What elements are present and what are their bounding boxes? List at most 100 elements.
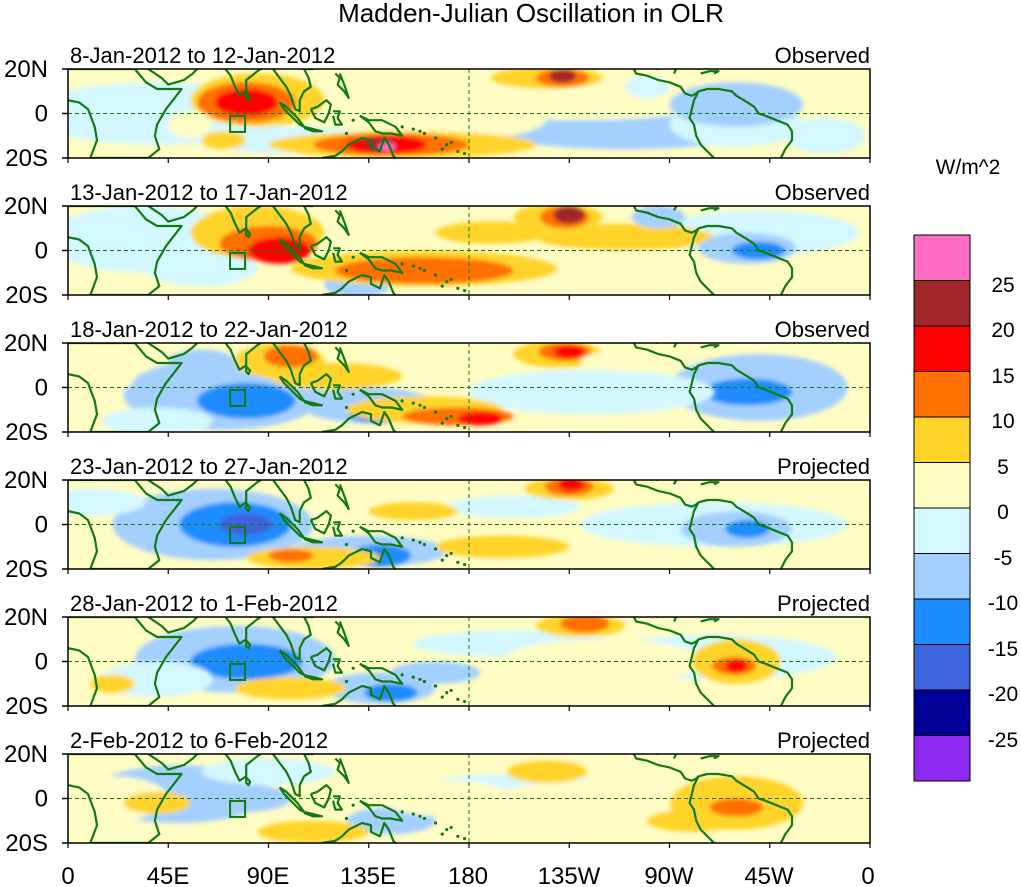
island	[411, 675, 415, 679]
coastline	[219, 617, 263, 645]
coastline	[272, 206, 314, 250]
anomaly-blob	[669, 82, 804, 127]
island	[433, 821, 438, 825]
island	[449, 277, 453, 282]
island	[462, 151, 467, 156]
coastline	[272, 69, 314, 113]
anomaly-blob	[368, 502, 458, 521]
colorbar-label-m5: -5	[994, 547, 1013, 570]
coastline	[632, 754, 700, 782]
coastline	[656, 754, 678, 759]
colorbar-label-15: 15	[991, 365, 1014, 388]
colorbar-swatch	[913, 416, 971, 463]
coastline	[278, 512, 306, 539]
panel-4-date-range: 23-Jan-2012 to 27-Jan-2012	[70, 454, 348, 479]
anomaly-blob	[647, 809, 737, 832]
coastline	[700, 70, 720, 75]
coastline	[219, 343, 263, 371]
coastline	[68, 754, 183, 843]
coastline	[68, 69, 183, 158]
coastline	[245, 776, 252, 787]
coastline	[272, 480, 314, 524]
anomaly-blob	[268, 548, 314, 563]
island	[411, 401, 415, 405]
map-panel-5	[68, 617, 870, 706]
anomaly-blob	[90, 674, 135, 693]
panel-2-status: Observed	[775, 180, 870, 205]
index-box	[229, 799, 247, 818]
colorbar-swatch	[913, 234, 971, 281]
coastline	[309, 99, 332, 124]
coastline	[278, 649, 306, 676]
anomaly-blob	[391, 661, 481, 684]
colorbar-swatch	[913, 644, 971, 691]
island	[351, 118, 355, 122]
lat-label: 20S	[5, 145, 48, 172]
coastline	[700, 755, 720, 760]
coastline	[632, 343, 700, 371]
coastline	[278, 786, 306, 813]
island	[462, 836, 467, 841]
island	[445, 417, 449, 421]
anomaly-blob	[560, 617, 610, 633]
figure-title: Madden-Julian Oscillation in OLR	[338, 0, 724, 28]
coastline	[245, 91, 252, 102]
panel-1-status: Observed	[775, 43, 870, 68]
coastline	[303, 125, 324, 133]
coastline	[698, 224, 794, 295]
island	[344, 542, 349, 547]
island	[445, 691, 449, 695]
panel-6-date-range: 2-Feb-2012 to 6-Feb-2012	[70, 728, 328, 753]
island	[433, 273, 438, 277]
colorbar-label-m10: -10	[988, 592, 1018, 615]
lon-label-0: 0	[61, 863, 74, 887]
coastline	[359, 114, 404, 137]
anomaly-blob	[375, 263, 474, 282]
panel-5: 28-Jan-2012 to 1-Feb-2012 Projected	[70, 591, 870, 616]
lat-label: 20S	[5, 830, 48, 857]
index-box	[229, 251, 247, 270]
island	[422, 542, 427, 547]
coastline	[147, 617, 198, 634]
panel-2: 13-Jan-2012 to 17-Jan-2012 Observed	[70, 180, 870, 205]
coastline	[688, 501, 715, 569]
island	[411, 127, 415, 131]
lat-label: 20S	[5, 556, 48, 583]
island	[411, 264, 415, 268]
coastline	[656, 617, 678, 622]
coastline	[700, 344, 720, 349]
island	[418, 540, 422, 544]
island	[418, 677, 422, 681]
map-panel-1	[68, 69, 870, 158]
coastline	[332, 658, 344, 674]
coastline	[632, 617, 700, 645]
anomaly-blob	[201, 131, 247, 150]
lon-label-135w: 135W	[538, 863, 601, 887]
anomaly-blob	[68, 488, 146, 516]
lat-label: 20S	[5, 693, 48, 720]
coastline	[656, 69, 678, 74]
coastline	[688, 364, 715, 432]
lat-label: 0	[35, 512, 48, 539]
anomaly-blob	[123, 791, 191, 815]
island	[449, 414, 453, 419]
lat-label: 0	[35, 786, 48, 813]
coastline	[359, 251, 404, 274]
map-panel-4	[68, 480, 870, 569]
coastline	[334, 72, 350, 99]
panel-6: 2-Feb-2012 to 6-Feb-2012 Projected	[70, 728, 870, 753]
colorbar-label-20: 20	[991, 319, 1014, 342]
lat-label: 20N	[4, 56, 48, 83]
colorbar-label-m25: -25	[988, 729, 1018, 752]
coastline	[332, 110, 344, 126]
coastline	[334, 757, 350, 784]
coastline	[309, 373, 332, 398]
coastline	[332, 247, 344, 263]
colorbar-swatch	[913, 371, 971, 418]
colorbar-label-10: 10	[991, 410, 1014, 433]
colorbar-units: W/m^2	[936, 156, 1001, 179]
lat-label: 20N	[4, 741, 48, 768]
anomaly-blob	[435, 535, 570, 558]
lon-label-45e: 45E	[147, 863, 190, 887]
colorbar-swatch	[913, 689, 971, 736]
